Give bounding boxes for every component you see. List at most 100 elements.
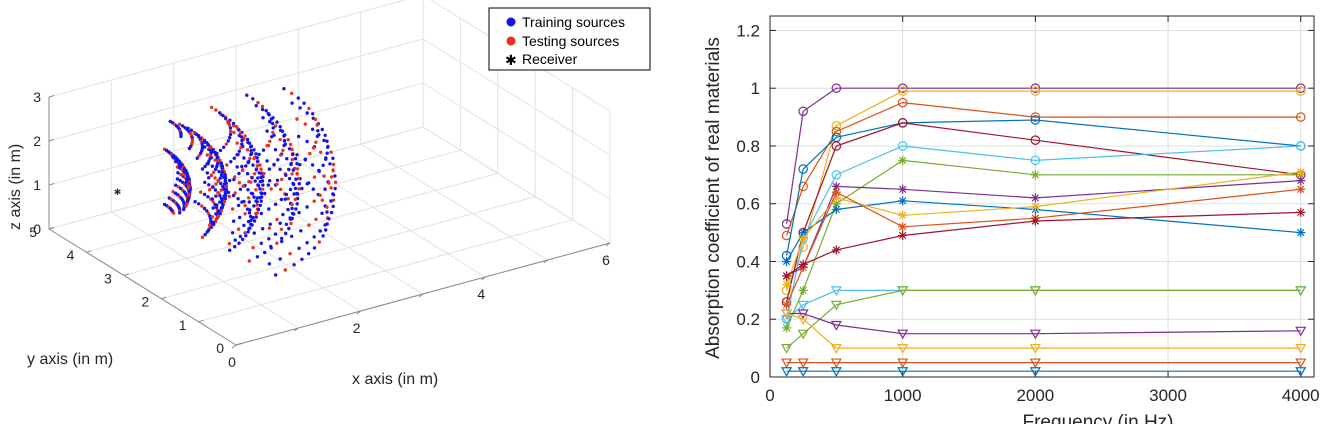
testing-source-point bbox=[243, 203, 247, 208]
training-source-point bbox=[235, 165, 239, 169]
data-point bbox=[831, 193, 841, 203]
data-point bbox=[781, 300, 792, 310]
testing-source-point bbox=[290, 172, 294, 176]
training-source-point bbox=[307, 181, 311, 185]
testing-source-point bbox=[283, 268, 287, 272]
training-source-point bbox=[283, 197, 287, 201]
training-source-point bbox=[232, 219, 236, 223]
y-tick-label: 4 bbox=[67, 247, 75, 263]
training-source-point bbox=[219, 161, 224, 165]
training-source-point bbox=[237, 149, 241, 153]
training-source-point bbox=[203, 164, 207, 169]
data-point bbox=[898, 184, 908, 194]
training-source-point bbox=[220, 197, 224, 201]
testing-source-point bbox=[225, 163, 229, 167]
training-source-point bbox=[264, 108, 268, 113]
training-source-point bbox=[321, 234, 325, 238]
testing-source-point bbox=[206, 211, 211, 216]
training-source-point bbox=[244, 164, 248, 168]
training-source-point bbox=[274, 273, 278, 277]
training-source-point bbox=[207, 183, 211, 187]
training-source-point bbox=[214, 194, 218, 198]
training-source-point bbox=[236, 203, 241, 208]
training-source-point bbox=[252, 231, 256, 235]
data-point bbox=[898, 155, 908, 165]
testing-source-point bbox=[209, 154, 213, 158]
series-line bbox=[786, 87, 1301, 224]
testing-source-point bbox=[213, 176, 217, 180]
training-source-point bbox=[267, 113, 271, 117]
testing-source-point bbox=[229, 129, 233, 133]
training-source-point bbox=[213, 167, 218, 172]
testing-source-point bbox=[258, 163, 262, 167]
z-axis-label: z axis (in m) bbox=[7, 144, 24, 230]
training-source-point bbox=[255, 200, 259, 204]
training-source-point bbox=[291, 168, 295, 172]
series-line bbox=[786, 188, 1301, 306]
training-source-point bbox=[218, 148, 223, 153]
training-source-point bbox=[295, 162, 299, 166]
side-wall-grid-line bbox=[422, 38, 611, 156]
data-point bbox=[798, 228, 808, 238]
training-source-point bbox=[228, 248, 232, 252]
testing-source-point bbox=[192, 130, 196, 134]
training-source-point bbox=[317, 169, 321, 173]
training-source-point bbox=[261, 148, 266, 152]
y-tick-label: 5 bbox=[29, 224, 37, 240]
training-source-point bbox=[300, 186, 304, 191]
training-source-point bbox=[211, 147, 215, 152]
data-point bbox=[1295, 141, 1306, 151]
data-point bbox=[830, 286, 842, 297]
testing-source-point bbox=[331, 169, 335, 173]
training-source-point bbox=[279, 197, 284, 202]
training-source-point bbox=[325, 145, 330, 149]
training-source-point bbox=[203, 180, 207, 185]
training-source-point bbox=[328, 162, 332, 166]
testing-source-point bbox=[289, 221, 293, 226]
testing-source-point bbox=[275, 182, 279, 186]
training-source-point bbox=[207, 228, 211, 232]
training-source-point bbox=[213, 188, 218, 192]
training-source-point bbox=[280, 129, 285, 133]
training-source-point bbox=[208, 148, 213, 153]
data-point bbox=[798, 164, 808, 174]
training-source-point bbox=[233, 245, 237, 249]
training-source-point bbox=[231, 193, 236, 198]
y-tick-label: 0 bbox=[751, 368, 760, 387]
testing-source-point bbox=[307, 106, 311, 111]
training-source-point bbox=[276, 158, 280, 162]
data-point bbox=[798, 259, 808, 269]
training-source-point bbox=[292, 192, 296, 196]
testing-source-point bbox=[251, 245, 255, 250]
testing-source-point bbox=[311, 146, 316, 150]
data-point bbox=[1295, 367, 1307, 377]
series-line bbox=[786, 200, 1301, 262]
floor-grid-line bbox=[161, 196, 536, 300]
data-point bbox=[781, 367, 793, 377]
x-tick-mark bbox=[356, 310, 361, 315]
training-source-point bbox=[297, 210, 301, 215]
training-source-point bbox=[240, 138, 244, 143]
testing-source-point bbox=[212, 170, 216, 174]
testing-source-point bbox=[216, 214, 221, 219]
training-source-point bbox=[271, 126, 275, 130]
testing-source-point bbox=[243, 134, 247, 138]
training-source-point bbox=[311, 187, 315, 191]
training-source-point bbox=[223, 179, 228, 183]
testing-source-point bbox=[249, 180, 253, 184]
training-source-point bbox=[247, 227, 251, 231]
data-point bbox=[830, 367, 842, 377]
series-2 bbox=[781, 86, 1306, 296]
training-source-point bbox=[267, 237, 271, 241]
testing-source-point bbox=[241, 184, 245, 188]
testing-source-point bbox=[265, 144, 269, 148]
training-source-point bbox=[266, 183, 270, 187]
testing-source-point bbox=[259, 167, 263, 171]
training-source-point bbox=[261, 227, 265, 231]
training-source-point bbox=[211, 220, 215, 224]
testing-source-point bbox=[200, 235, 205, 239]
testing-source-point bbox=[297, 176, 301, 181]
series-5 bbox=[781, 118, 1306, 307]
data-point bbox=[797, 367, 809, 377]
training-source-point bbox=[179, 134, 183, 139]
